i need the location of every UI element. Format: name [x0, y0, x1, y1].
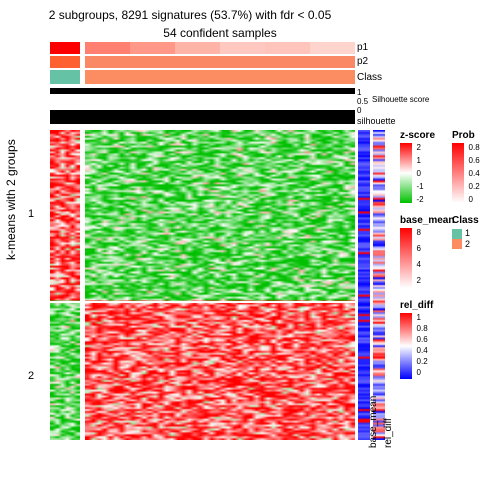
legend-class: Class 1 2 — [452, 215, 479, 249]
z-t2: 0 — [417, 169, 421, 178]
legend-class-title: Class — [452, 215, 479, 226]
anno-p2-label: p2 — [357, 56, 368, 67]
silhouette-axis: 1 0.5 0 — [357, 88, 368, 115]
legend-bm-title: base_mean — [400, 215, 454, 226]
sil-tick-05: 0.5 — [357, 97, 368, 106]
silhouette-score-label: Silhouette score — [372, 96, 429, 104]
title-line-2: 54 confident samples — [85, 26, 355, 40]
base-mean-label: base_mean — [368, 396, 379, 448]
legend-zscore-title: z-score — [400, 130, 435, 141]
anno-class-group2 — [85, 70, 355, 84]
anno-p1-group1 — [50, 42, 80, 54]
heatmap-colgroup-1 — [50, 130, 80, 440]
z-t3: -1 — [417, 182, 424, 191]
bm-t1: 6 — [417, 244, 421, 253]
legend-zscore: z-score 2 1 0 -1 -2 — [400, 130, 435, 203]
anno-class-label: Class — [357, 72, 382, 83]
bm-t2: 4 — [417, 260, 421, 269]
cls1-lbl: 1 — [465, 228, 470, 238]
legend-basemean: base_mean 8 6 4 2 — [400, 215, 454, 288]
anno-silhouette-label: silhouette — [357, 116, 396, 126]
row-group-2-label: 2 — [28, 370, 34, 382]
legend-reldiff: rel_diff 1 0.8 0.6 0.4 0.2 0 — [400, 300, 433, 383]
rd-t0: 1 — [417, 313, 421, 322]
y-axis-label: k-means with 2 groups — [4, 139, 18, 260]
p-t4: 0 — [469, 195, 473, 204]
heatmap-colgroup-2 — [85, 130, 355, 440]
p-t2: 0.4 — [469, 169, 480, 178]
sil-tick-1: 1 — [357, 88, 368, 97]
z-t4: -2 — [417, 195, 424, 204]
anno-p2-group1 — [50, 56, 80, 68]
bm-t3: 2 — [417, 276, 421, 285]
anno-class-group1 — [50, 70, 80, 84]
sil-tick-0: 0 — [357, 106, 368, 115]
title-line-1: 2 subgroups, 8291 signatures (53.7%) wit… — [0, 8, 380, 22]
legend-prob-title: Prob — [452, 130, 485, 141]
anno-p1-group2 — [85, 42, 355, 54]
legend-class-item-1: 1 — [452, 228, 479, 239]
p-t3: 0.2 — [469, 182, 480, 191]
row-anno-base-mean — [358, 130, 370, 440]
rd-t3: 0.4 — [417, 346, 428, 355]
rd-t1: 0.8 — [417, 324, 428, 333]
rd-t2: 0.6 — [417, 335, 428, 344]
silhouette-barplot — [50, 94, 355, 110]
row-group-1-label: 1 — [28, 208, 34, 220]
p-t1: 0.6 — [469, 156, 480, 165]
z-t0: 2 — [417, 143, 421, 152]
row-divider — [50, 301, 355, 303]
z-t1: 1 — [417, 156, 421, 165]
rel-diff-label: rel_diff — [383, 418, 394, 448]
cls2-lbl: 2 — [465, 239, 470, 249]
row-anno-rel-diff — [373, 130, 385, 440]
anno-p1-label: p1 — [357, 42, 368, 53]
anno-p2-group2 — [85, 56, 355, 68]
rd-t5: 0 — [417, 368, 421, 377]
legend-class-item-2: 2 — [452, 239, 479, 250]
bm-t0: 8 — [417, 228, 421, 237]
rd-t4: 0.2 — [417, 357, 428, 366]
legend-prob: Prob 0.8 0.6 0.4 0.2 0 — [452, 130, 485, 203]
legend-rd-title: rel_diff — [400, 300, 433, 311]
p-t0: 0.8 — [469, 143, 480, 152]
